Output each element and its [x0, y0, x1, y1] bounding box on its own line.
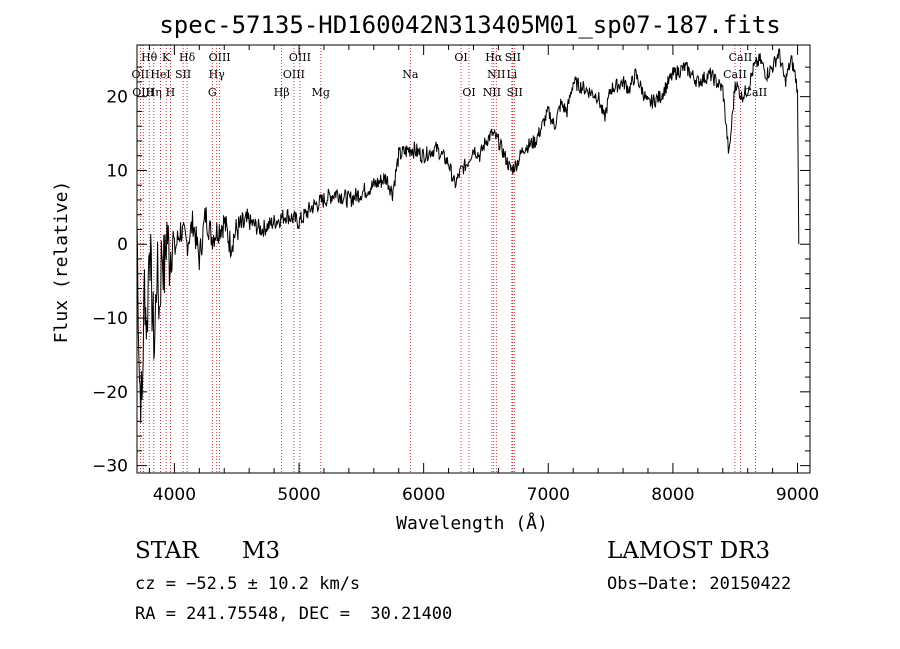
line-label-18: OIII — [132, 86, 154, 99]
y-tick-label-1: −20 — [92, 383, 128, 403]
line-label-7: SII — [505, 51, 521, 64]
line-label-26: SII — [507, 86, 523, 99]
chart-title: spec-57135-HD160042N313405M01_sp07-187.f… — [159, 11, 780, 39]
line-label-25: NII — [483, 86, 501, 99]
line-label-1: K — [162, 51, 171, 64]
coordinates: RA = 241.75548, DEC = 30.21400 — [135, 604, 453, 624]
x-tick-label-0: 4000 — [153, 485, 196, 505]
axis-ticks: 4000 5000 6000 7000 8000 9000 −30 −20 −10 0 10 20 — [92, 45, 819, 505]
spectral-line-markers — [139, 45, 756, 473]
line-label-27: CaII — [744, 86, 768, 99]
line-label-2: Hδ — [179, 51, 196, 64]
survey-name: LAMOST DR3 — [607, 538, 771, 564]
line-label-14: Na — [402, 68, 419, 81]
line-label-11: SII — [175, 68, 191, 81]
plot-frame — [136, 44, 811, 474]
line-label-21: G — [208, 86, 217, 99]
line-label-0: Hθ — [141, 51, 158, 64]
y-tick-label-3: 0 — [117, 235, 128, 255]
y-tick-label-4: 10 — [106, 161, 128, 181]
line-label-15: NII — [487, 68, 505, 81]
line-label-12: Hγ — [209, 68, 226, 81]
line-label-22: Hβ — [274, 86, 290, 99]
line-label-19: Hη — [146, 86, 162, 99]
object-subclass: M3 — [242, 538, 281, 564]
x-axis-label: Wavelength (Å) — [396, 512, 548, 534]
x-tick-label-1: 5000 — [277, 485, 320, 505]
line-label-13: OIII — [283, 68, 305, 81]
y-tick-label-2: −10 — [92, 309, 128, 329]
line-label-5: OI — [454, 51, 467, 64]
x-tick-label-2: 6000 — [402, 485, 445, 505]
line-label-3: OIII — [209, 51, 231, 64]
flux-line — [136, 48, 800, 423]
y-tick-label-0: −30 — [92, 457, 128, 477]
line-label-8: CaII — [729, 51, 753, 64]
line-label-4: OIII — [289, 51, 311, 64]
line-label-6: Hα — [485, 51, 503, 64]
line-label-20: H — [166, 86, 176, 99]
line-label-24: OI — [462, 86, 475, 99]
line-label-23: Mg — [312, 86, 330, 99]
y-axis-label: Flux (relative) — [51, 181, 72, 344]
object-class: STAR — [135, 538, 199, 564]
line-label-9: OII — [132, 68, 150, 81]
x-tick-label-3: 7000 — [527, 485, 570, 505]
redshift-value: cz = −52.5 ± 10.2 km/s — [135, 574, 361, 594]
x-tick-label-4: 8000 — [651, 485, 694, 505]
y-tick-label-5: 20 — [106, 88, 128, 108]
x-tick-label-5: 9000 — [776, 485, 819, 505]
observation-date: Obs−Date: 20150422 — [607, 574, 792, 594]
line-label-16: Li — [506, 68, 517, 81]
line-label-10: HeI — [150, 68, 170, 81]
line-label-17: CaII — [723, 68, 747, 81]
